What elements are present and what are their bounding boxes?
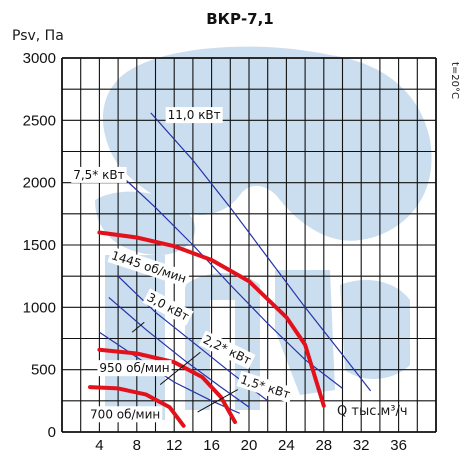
- fan-curve-label-700-group: 700 об/мин: [88, 406, 163, 423]
- fan-curve-2: [88, 385, 186, 428]
- power-line-0: [150, 112, 372, 392]
- power-label-11-group: 11,0 кВт: [165, 107, 223, 124]
- x-tick-label: 12: [166, 437, 183, 454]
- axis-ticks: 4 8 12 16 20 24 28 32 36 0 500 1000 1500 2000 2500 3000: [23, 50, 407, 454]
- y-tick-label: 2500: [23, 112, 56, 129]
- fan-curves: [88, 230, 326, 428]
- y-tick-label: 0: [48, 424, 56, 441]
- power-label-7-5-group: 7,5* кВт: [71, 166, 127, 183]
- leader-2-2: [159, 351, 201, 386]
- x-axis-label: Q тыс.м³/ч: [337, 404, 408, 419]
- fan-curve-label-950-bg: [97, 360, 172, 377]
- x-tick-label: 8: [133, 437, 141, 454]
- x-tick-label: 32: [353, 437, 370, 454]
- x-tick-label: 16: [203, 437, 220, 454]
- x-tick-label: 20: [241, 437, 258, 454]
- fan-curve-label-700-bg: [88, 406, 163, 423]
- y-tick-label: 1500: [23, 237, 56, 254]
- power-label-7-5: 7,5* кВт: [73, 168, 124, 182]
- x-tick-label: 36: [390, 437, 407, 454]
- x-tick-label: 28: [315, 437, 332, 454]
- y-tick-label: 3000: [23, 50, 56, 67]
- fan-curve-label-1445-bg: [107, 246, 191, 288]
- fan-curve-label-950-group: 950 об/мин: [97, 360, 172, 377]
- x-tick-label: 4: [95, 437, 103, 454]
- power-line-4: [99, 331, 240, 414]
- y-axis-label: Psv, Па: [12, 28, 64, 44]
- fan-curve-1: [97, 347, 237, 424]
- power-line-1: [117, 172, 343, 389]
- leader-1-5: [197, 389, 239, 413]
- y-tick-label: 1000: [23, 299, 56, 316]
- y-tick-label: 500: [31, 362, 56, 379]
- power-label-1-5-bg: [236, 370, 295, 404]
- fan-curve-label-950: 950 об/мин: [99, 361, 169, 375]
- power-label-3-bg: [142, 288, 194, 326]
- chart-title: ВКР-7,1: [206, 10, 274, 28]
- power-label-7-5-bg: [71, 166, 127, 183]
- power-label-11-bg: [165, 107, 223, 124]
- power-label-2-2-bg: [198, 330, 256, 370]
- y-tick-label: 2000: [23, 175, 56, 192]
- leader-3: [131, 321, 145, 333]
- fan-curve-label-700: 700 об/мин: [90, 407, 160, 421]
- power-label-11: 11,0 кВт: [168, 108, 221, 122]
- x-tick-label: 24: [278, 437, 295, 454]
- fan-curve-0: [97, 230, 326, 408]
- temperature-note: t=20°C: [449, 62, 460, 99]
